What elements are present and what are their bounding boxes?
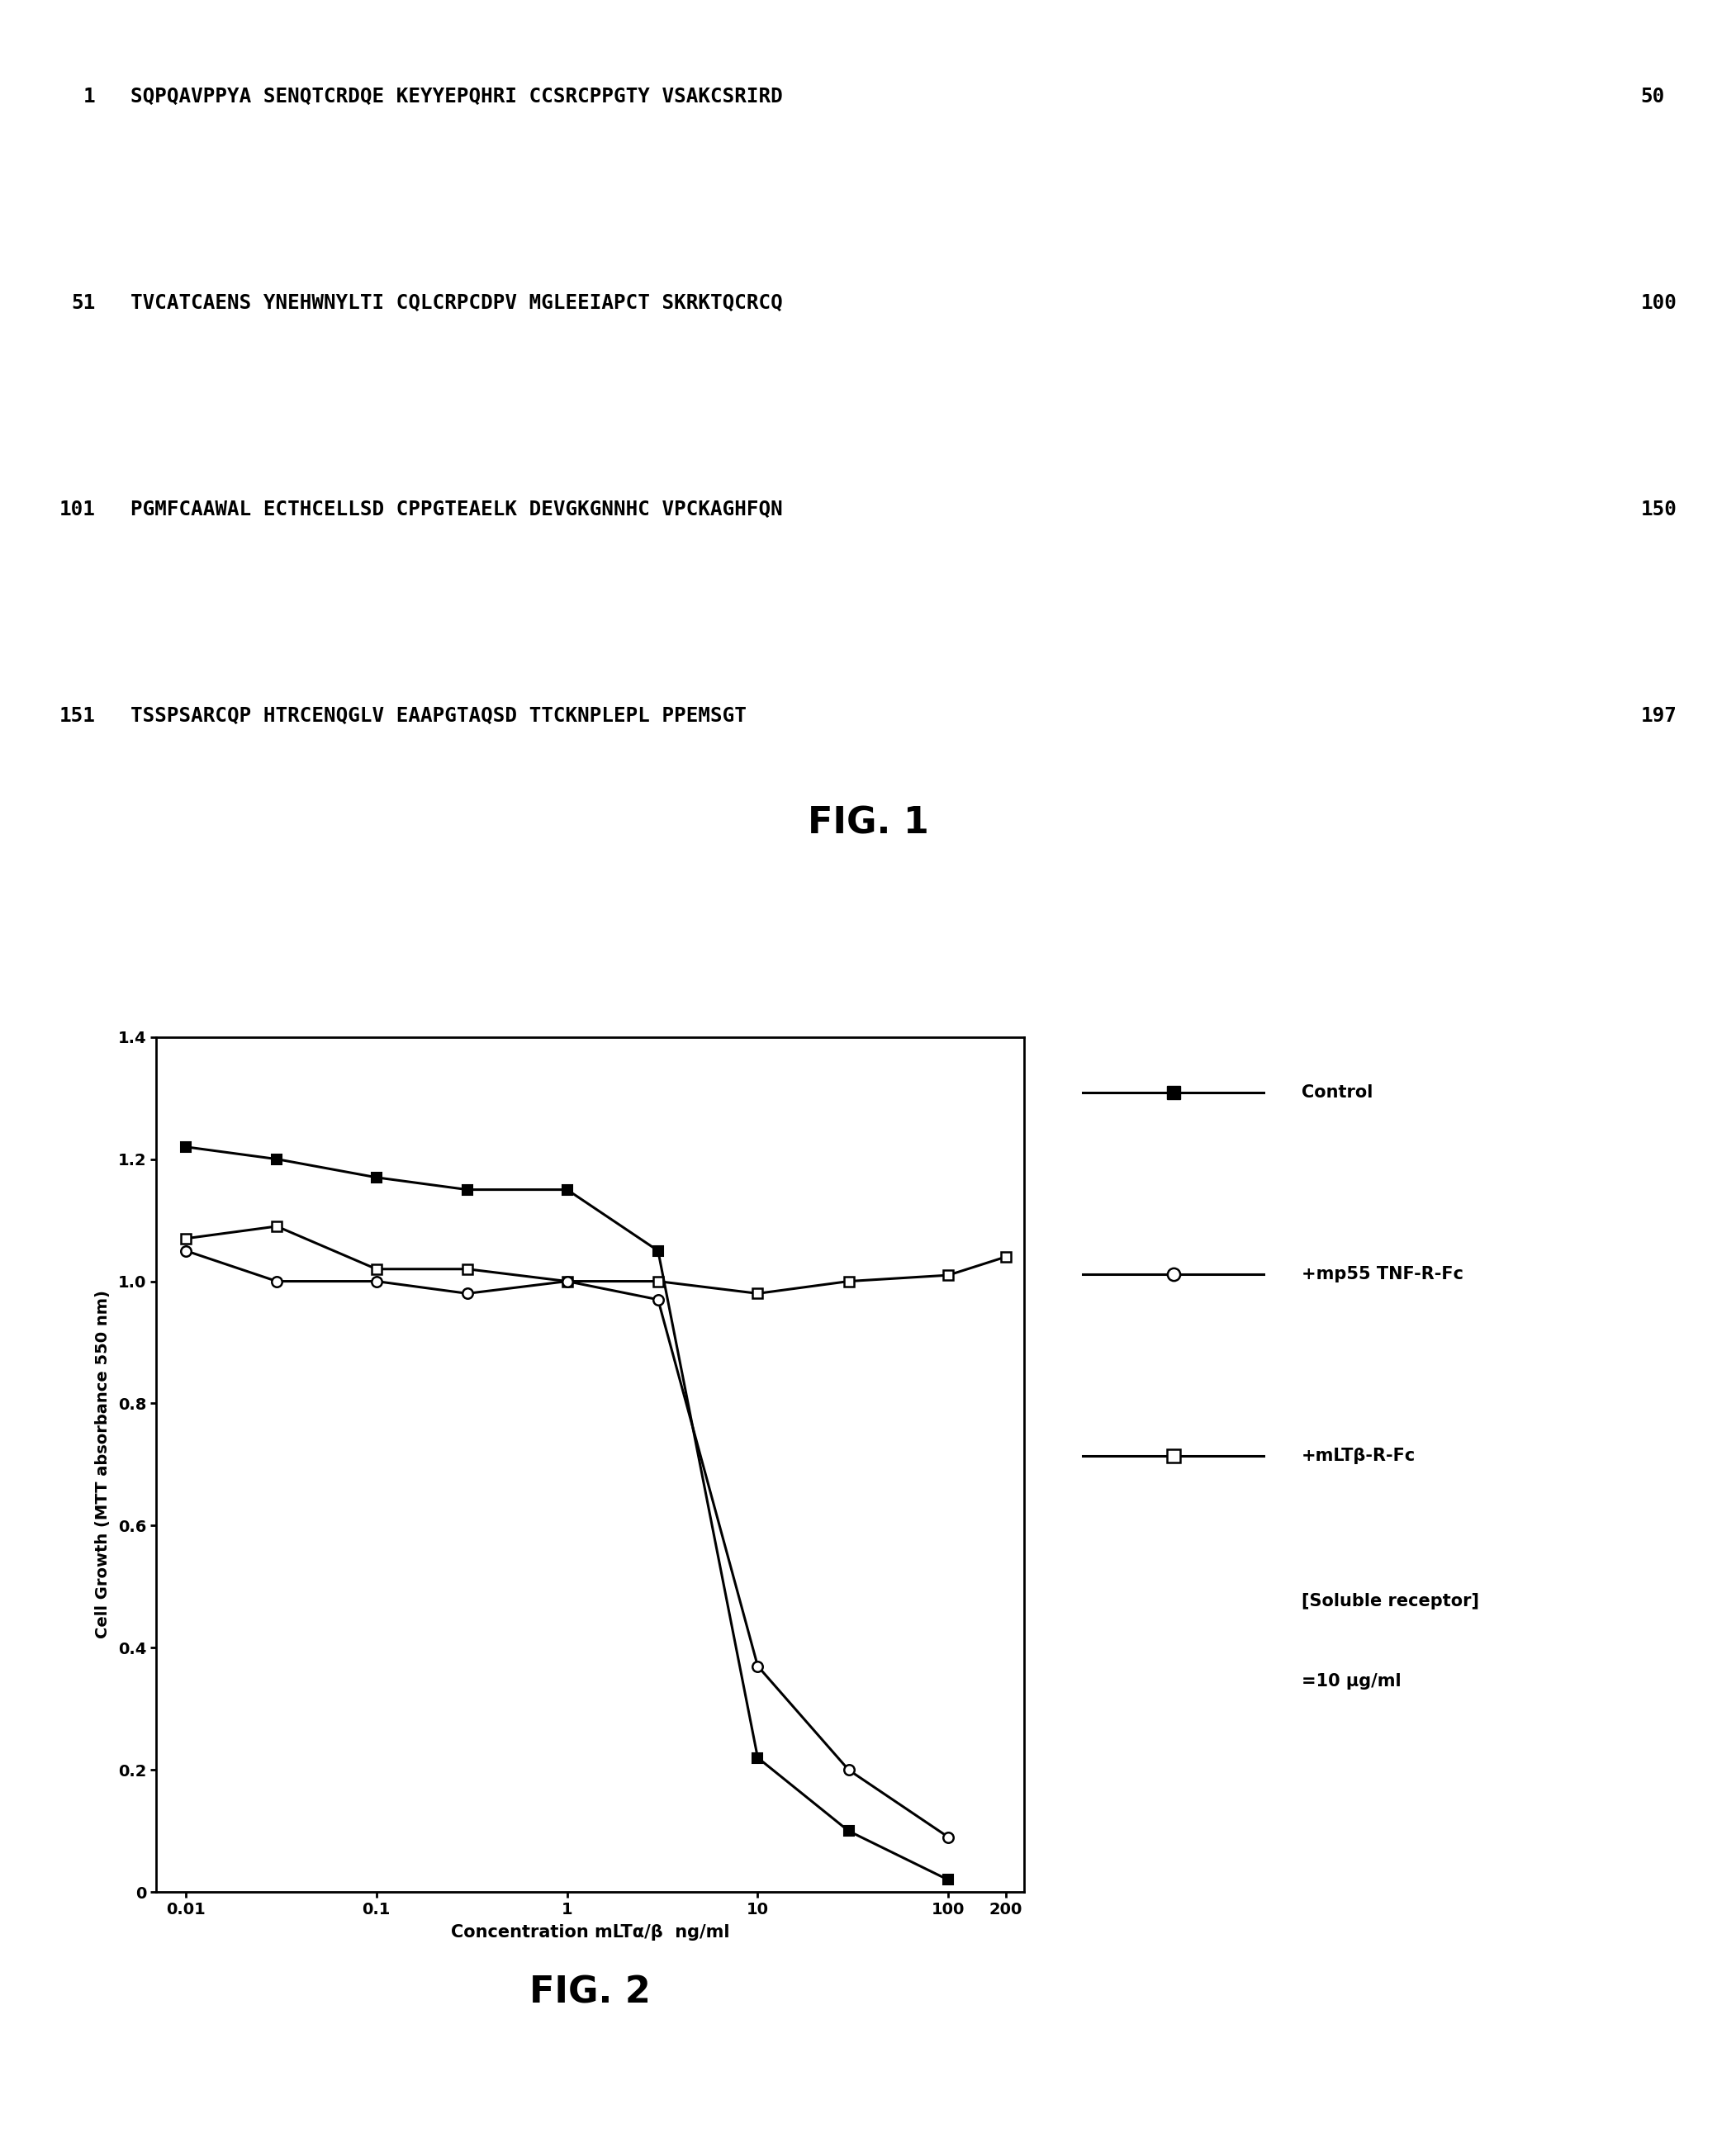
Text: SQPQAVPPYA SENQTCRDQE KEYYEPQHRI CCSRCPPGTY VSAKCSRIRD: SQPQAVPPYA SENQTCRDQE KEYYEPQHRI CCSRCPP… bbox=[130, 86, 783, 107]
Text: 101: 101 bbox=[59, 500, 95, 520]
Text: +mp55 TNF-R-Fc: +mp55 TNF-R-Fc bbox=[1302, 1266, 1463, 1283]
Text: PGMFCAAWAL ECTHCELLSD CPPGTEAELK DEVGKGNNHC VPCKAGHFQN: PGMFCAAWAL ECTHCELLSD CPPGTEAELK DEVGKGN… bbox=[130, 500, 783, 520]
Text: 50: 50 bbox=[1641, 86, 1665, 107]
Text: Control: Control bbox=[1302, 1084, 1373, 1101]
Text: FIG. 2: FIG. 2 bbox=[529, 1976, 651, 2010]
Text: TSSPSARCQP HTRCENQGLV EAAPGTAQSD TTCKNPLEPL PPEMSGT: TSSPSARCQP HTRCENQGLV EAAPGTAQSD TTCKNPL… bbox=[130, 706, 746, 727]
Text: [Soluble receptor]: [Soluble receptor] bbox=[1302, 1593, 1479, 1610]
Text: 197: 197 bbox=[1641, 706, 1677, 727]
Text: 51: 51 bbox=[71, 293, 95, 312]
Text: 100: 100 bbox=[1641, 293, 1677, 312]
Text: 150: 150 bbox=[1641, 500, 1677, 520]
Text: FIG. 1: FIG. 1 bbox=[807, 806, 929, 840]
Text: +mLTβ-R-Fc: +mLTβ-R-Fc bbox=[1302, 1447, 1415, 1465]
Y-axis label: Cell Growth (MTT absorbance 550 nm): Cell Growth (MTT absorbance 550 nm) bbox=[95, 1291, 111, 1638]
Text: 1: 1 bbox=[83, 86, 95, 107]
X-axis label: Concentration mLTα/β  ng/ml: Concentration mLTα/β ng/ml bbox=[451, 1924, 729, 1941]
Text: TVCATCAENS YNEHWNYLTI CQLCRPCDPV MGLEEIAPCT SKRKTQCRCQ: TVCATCAENS YNEHWNYLTI CQLCRPCDPV MGLEEIA… bbox=[130, 293, 783, 312]
Text: 151: 151 bbox=[59, 706, 95, 727]
Text: =10 μg/ml: =10 μg/ml bbox=[1302, 1674, 1401, 1689]
